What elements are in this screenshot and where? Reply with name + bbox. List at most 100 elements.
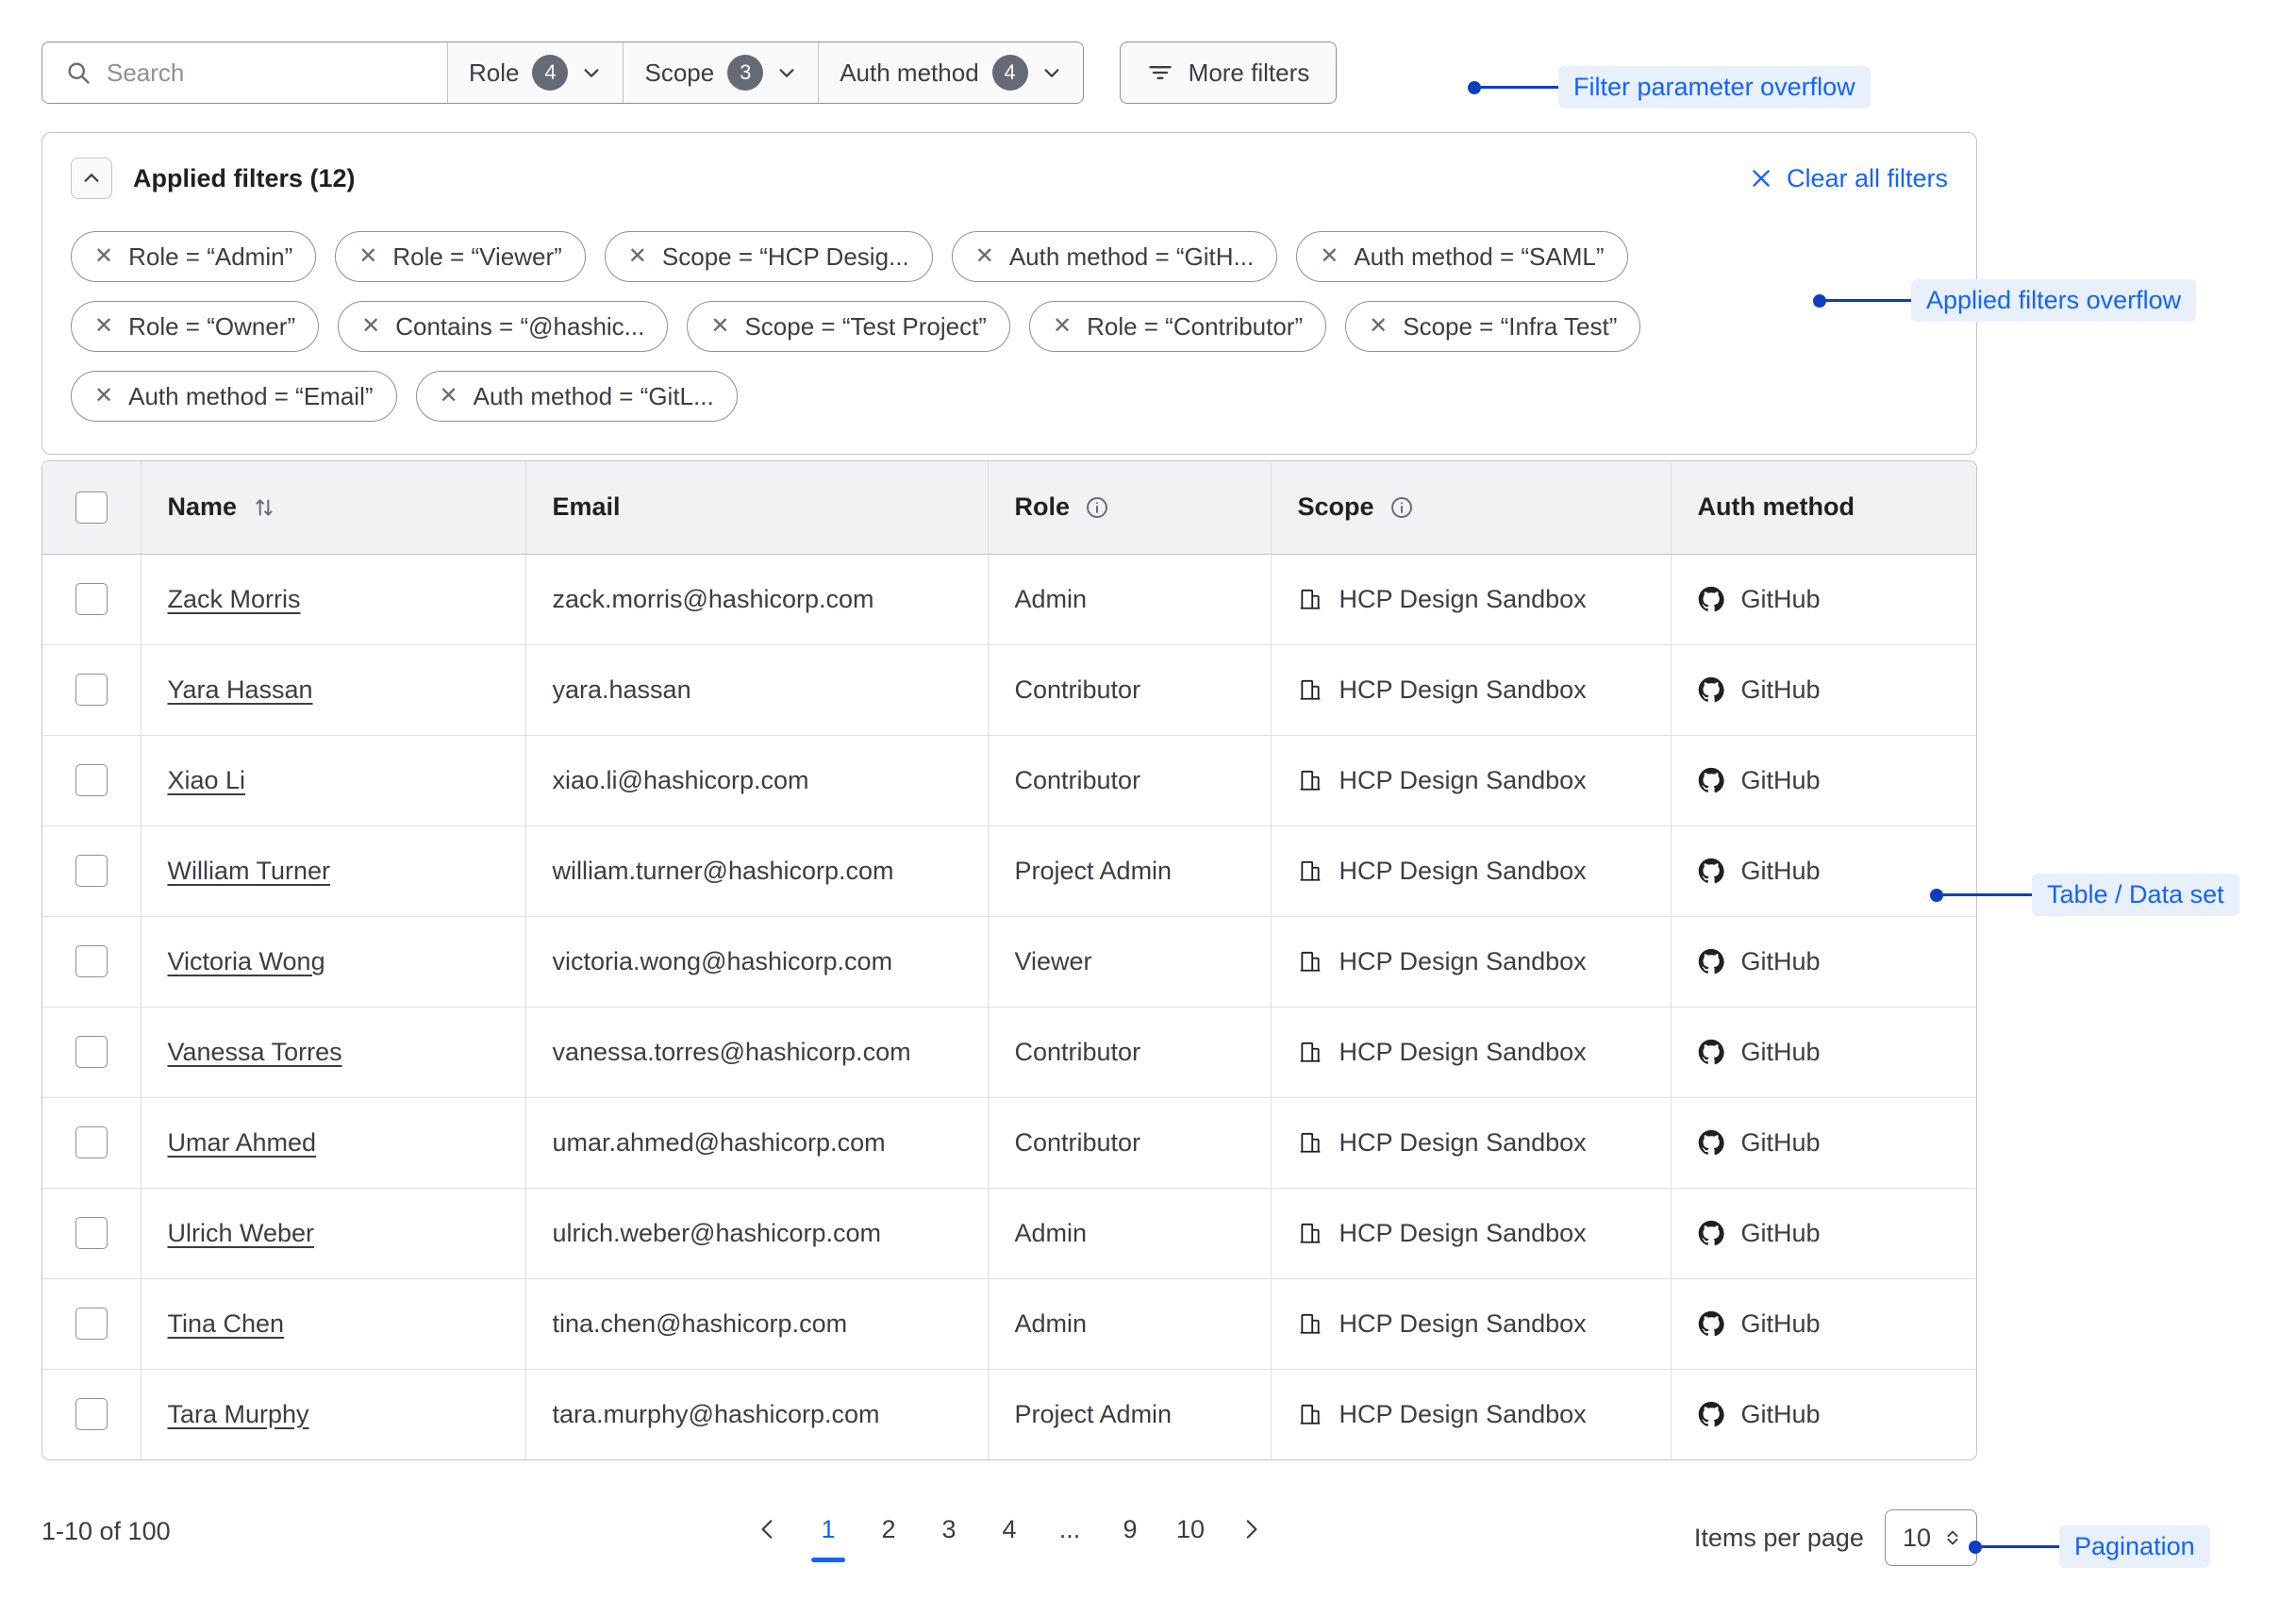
filter-chip[interactable]: ✕ Auth method = “SAML” [1296,231,1628,282]
filter-segment-scope[interactable]: Scope 3 [624,42,820,103]
search-input[interactable]: Search [42,42,448,103]
user-name-link[interactable]: Ulrich Weber [167,1218,315,1247]
row-checkbox[interactable] [75,1398,108,1431]
items-per-page-label: Items per page [1693,1523,1864,1552]
cell-auth-method: GitHub [1671,1007,1976,1098]
filter-segment-auth-method-label: Auth method [840,58,979,87]
page-button-3[interactable]: 3 [941,1514,957,1543]
user-name-link[interactable]: Xiao Li [167,765,246,794]
row-checkbox[interactable] [75,1308,108,1340]
user-name-link[interactable]: Victoria Wong [167,946,325,975]
cell-email: ulrich.weber@hashicorp.com [525,1188,989,1279]
search-icon [65,59,92,86]
row-checkbox[interactable] [75,583,108,615]
user-name-link[interactable]: Zack Morris [167,584,301,613]
filter-chip[interactable]: ✕ Role = “Admin” [71,231,317,282]
user-role: Contributor [1014,1037,1141,1066]
annotation-dot [1813,293,1826,308]
remove-chip-icon[interactable]: ✕ [1052,313,1073,339]
filter-chip[interactable]: ✕ Role = “Viewer” [335,231,586,282]
remove-chip-icon[interactable]: ✕ [974,243,994,269]
sort-icon[interactable] [252,495,276,520]
annotation-dot [1930,888,1943,902]
cell-email: william.turner@hashicorp.com [525,825,989,917]
applied-filter-chip-list: ✕ Role = “Admin” ✕ Role = “Viewer” ✕ Scope … [71,231,1750,422]
user-name-link[interactable]: William Turner [167,856,331,885]
user-role: Admin [1014,1308,1088,1338]
remove-chip-icon[interactable]: ✕ [1369,313,1389,339]
remove-chip-icon[interactable]: ✕ [627,243,647,269]
filter-chip[interactable]: ✕ Scope = “HCP Desig... [604,231,933,282]
table-row: William Turner william.turner@hashicorp.c… [42,825,1976,917]
previous-page-button[interactable] [738,1500,798,1558]
cell-name: Tina Chen [141,1278,526,1370]
user-role: Contributor [1014,675,1141,704]
row-checkbox[interactable] [75,1126,108,1158]
building-icon [1298,1311,1323,1336]
filter-toolbar: Search Role 4 Scope 3 Auth method 4 [42,42,1338,104]
remove-chip-icon[interactable]: ✕ [94,243,114,269]
cell-role: Contributor [988,644,1272,736]
user-scope: HCP Design Sandbox [1339,675,1587,704]
filter-chip[interactable]: ✕ Auth method = “GitH... [951,231,1278,282]
remove-chip-icon[interactable]: ✕ [1320,243,1339,269]
remove-chip-icon[interactable]: ✕ [94,383,114,408]
user-name-link[interactable]: Yara Hassan [167,675,313,704]
page-button-2[interactable]: 2 [881,1514,896,1543]
remove-chip-icon[interactable]: ✕ [439,383,458,408]
page-button-4[interactable]: 4 [1002,1514,1017,1543]
remove-chip-icon[interactable]: ✕ [361,313,381,339]
user-role: Viewer [1014,946,1092,975]
info-icon[interactable] [1085,495,1109,520]
row-checkbox[interactable] [75,764,108,796]
select-all-checkbox[interactable] [75,491,108,524]
remove-chip-icon[interactable]: ✕ [94,313,114,339]
filter-segment-auth-method[interactable]: Auth method 4 [819,42,1083,103]
items-per-page-select[interactable]: 10 [1884,1509,1977,1566]
filter-chip[interactable]: ✕ Auth method = “GitL... [415,371,738,422]
more-filters-button[interactable]: More filters [1119,42,1338,104]
filter-chip[interactable]: ✕ Role = “Contributor” [1028,301,1327,352]
user-name-link[interactable]: Vanessa Torres [167,1037,342,1066]
filter-chip[interactable]: ✕ Auth method = “Email” [71,371,397,422]
info-icon[interactable] [1389,495,1414,520]
page-button-9[interactable]: 9 [1123,1514,1138,1543]
cell-scope: HCP Design Sandbox [1271,916,1672,1008]
filter-segment-role-label: Role [469,58,520,87]
filter-chip[interactable]: ✕ Scope = “Test Project” [687,301,1010,352]
filter-chip[interactable]: ✕ Contains = “@hashic... [338,301,669,352]
column-header-email: Email [525,461,989,555]
cell-auth-method: GitHub [1671,1188,1976,1279]
clear-all-filters-button[interactable]: Clear all filters [1749,164,1948,193]
filter-segment-role[interactable]: Role 4 [448,42,624,103]
cell-auth-method: GitHub [1671,825,1976,917]
filter-chip-label: Scope = “Infra Test” [1403,311,1618,341]
filter-chip-label: Role = “Owner” [128,311,296,341]
row-checkbox[interactable] [75,1217,108,1249]
table-row: Yara Hassan yara.hassan Contributor HCP Des… [42,644,1976,736]
user-name-link[interactable]: Tina Chen [167,1308,285,1338]
next-page-button[interactable] [1221,1500,1281,1558]
collapse-toggle-button[interactable] [71,158,112,199]
cell-email: victoria.wong@hashicorp.com [525,916,989,1008]
page-button-10[interactable]: 10 [1175,1514,1206,1543]
search-placeholder: Search [107,58,185,87]
filter-chip-label: Scope = “Test Project” [744,311,987,341]
filter-chip[interactable]: ✕ Role = “Owner” [71,301,320,352]
row-checkbox[interactable] [75,674,108,706]
remove-chip-icon[interactable]: ✕ [710,313,730,339]
filter-chip[interactable]: ✕ Scope = “Infra Test” [1345,301,1641,352]
building-icon [1298,768,1323,792]
filter-chip-label: Role = “Viewer” [392,242,562,271]
annotation-line [1943,893,2032,896]
building-icon [1298,949,1323,974]
page-button-1[interactable]: 1 [798,1500,858,1562]
remove-chip-icon[interactable]: ✕ [358,243,378,269]
user-email: victoria.wong@hashicorp.com [552,946,893,975]
row-checkbox[interactable] [75,855,108,887]
user-name-link[interactable]: Tara Murphy [167,1399,309,1428]
column-header-name[interactable]: Name [141,461,526,555]
row-checkbox[interactable] [75,945,108,977]
user-name-link[interactable]: Umar Ahmed [167,1127,317,1157]
row-checkbox[interactable] [75,1036,108,1068]
